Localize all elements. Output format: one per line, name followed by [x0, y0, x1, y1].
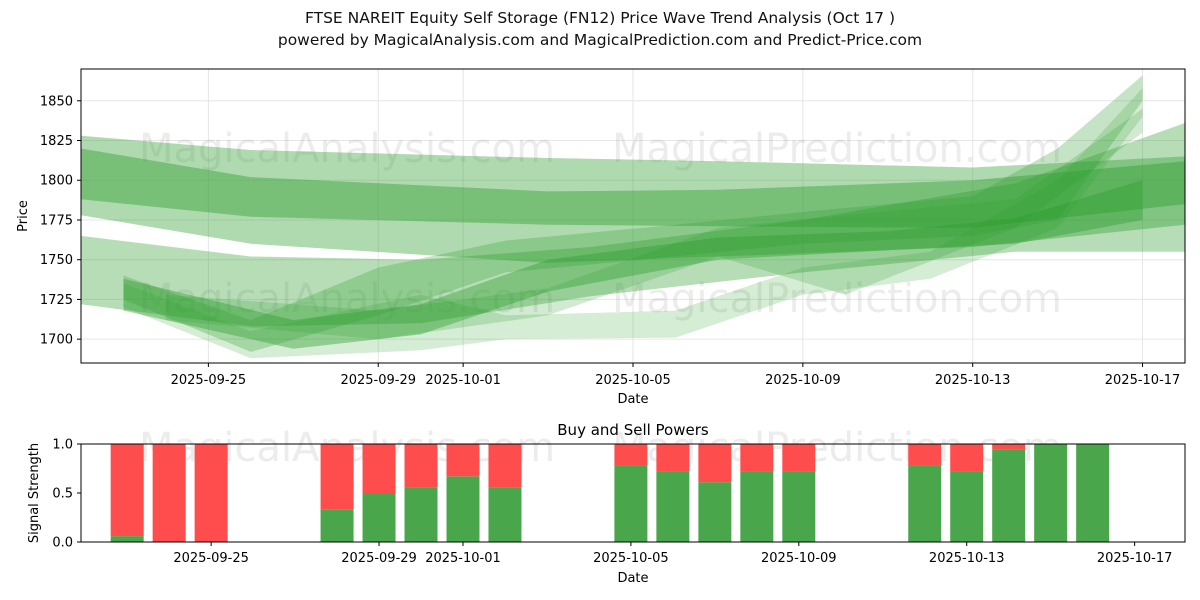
watermark-prediction-mid: MagicalPrediction.com — [612, 276, 1062, 322]
bottom-x-tick-label: 2025-10-01 — [425, 551, 501, 566]
y-tick-label: 1725 — [40, 293, 73, 308]
x-tick-label: 2025-10-09 — [765, 373, 841, 388]
buy-bar — [698, 482, 732, 542]
chart-title: FTSE NAREIT Equity Self Storage (FN12) P… — [304, 9, 896, 27]
x-tick-label: 2025-10-13 — [935, 373, 1011, 388]
wave-band-5 — [123, 75, 1143, 352]
sell-bar — [908, 444, 942, 466]
bottom-y-tick-label: 0.5 — [52, 487, 73, 502]
buy-bar — [362, 493, 396, 542]
buy-bar — [950, 471, 984, 542]
y-tick-label: 1750 — [40, 253, 73, 268]
bottom-x-tick-label: 2025-10-09 — [761, 551, 837, 566]
bottom-x-axis-label: Date — [617, 571, 648, 586]
wave-band-6 — [123, 88, 1143, 359]
y-tick-label: 1775 — [40, 213, 73, 228]
wave-band-1 — [81, 135, 1185, 263]
sell-bar — [446, 444, 480, 477]
bottom-x-tick-label: 2025-09-29 — [341, 551, 417, 566]
buy-bar — [1076, 444, 1110, 542]
buy-bar — [782, 471, 816, 542]
y-tick-label: 1800 — [40, 174, 73, 189]
bottom-y-tick-label: 1.0 — [52, 438, 73, 453]
bottom-x-tick-label: 2025-10-05 — [593, 551, 669, 566]
y-axis-label: Price — [16, 200, 31, 232]
sell-bar — [194, 444, 228, 542]
x-tick-label: 2025-10-01 — [425, 373, 501, 388]
wave-band-4 — [123, 180, 1143, 349]
sell-bar — [488, 444, 522, 488]
x-axis-label: Date — [617, 392, 648, 407]
x-tick-label: 2025-10-17 — [1105, 373, 1181, 388]
wave-band-2 — [81, 148, 1185, 228]
sell-bar — [362, 444, 396, 493]
sell-bar — [656, 444, 690, 472]
buy-bar — [614, 465, 648, 542]
sell-bar — [110, 444, 144, 537]
buy-bar — [488, 487, 522, 542]
bottom-x-tick-label: 2025-10-13 — [929, 551, 1005, 566]
wave-band-7 — [165, 108, 1143, 340]
bottom-x-tick-label: 2025-10-17 — [1097, 551, 1173, 566]
sell-bar — [782, 444, 816, 472]
sell-bar — [404, 444, 438, 488]
sell-bar — [614, 444, 648, 466]
wave-band-3 — [81, 123, 1185, 327]
sell-bar — [152, 444, 186, 542]
bottom-y-axis-label: Signal Strength — [27, 443, 42, 543]
sell-bar — [740, 444, 774, 472]
y-tick-label: 1700 — [40, 333, 73, 348]
buy-bar — [992, 449, 1026, 542]
bottom-y-tick-label: 0.0 — [52, 536, 73, 551]
watermark-prediction-top: MagicalPrediction.com — [612, 126, 1062, 172]
x-tick-label: 2025-10-05 — [595, 373, 671, 388]
sell-bar — [992, 444, 1026, 450]
sell-bar — [950, 444, 984, 472]
buy-bar — [446, 476, 480, 542]
y-tick-label: 1850 — [40, 94, 73, 109]
sell-bar — [320, 444, 354, 510]
chart-subtitle: powered by MagicalAnalysis.com and Magic… — [277, 31, 923, 49]
buy-bar — [656, 471, 690, 542]
buy-bar — [110, 536, 144, 542]
bottom-chart-title: Buy and Sell Powers — [557, 421, 709, 439]
watermark-analysis-top: MagicalAnalysis.com — [139, 126, 555, 172]
buy-bar — [1034, 444, 1068, 542]
x-tick-label: 2025-09-29 — [340, 373, 416, 388]
buy-bar — [908, 465, 942, 542]
buy-bar — [740, 471, 774, 542]
buy-bar — [404, 487, 438, 542]
bottom-x-tick-label: 2025-09-25 — [173, 551, 249, 566]
y-tick-label: 1825 — [40, 134, 73, 149]
x-tick-label: 2025-09-25 — [171, 373, 247, 388]
buy-bar — [320, 509, 354, 542]
sell-bar — [698, 444, 732, 483]
watermark-analysis-mid: MagicalAnalysis.com — [139, 276, 555, 322]
